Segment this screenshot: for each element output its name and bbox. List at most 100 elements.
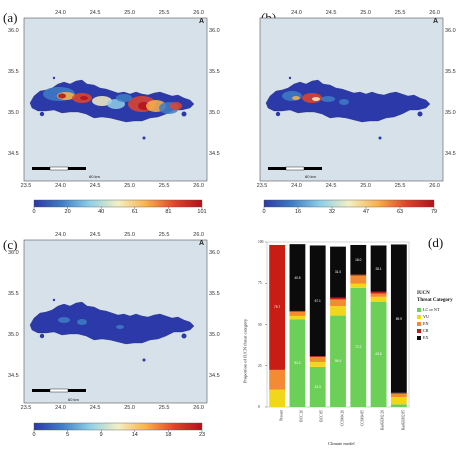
map-a (23, 17, 208, 209)
colorbar-tick-label: 0 (262, 209, 266, 215)
scale-bar (32, 388, 86, 393)
bar-value-label: 89.9 (395, 316, 402, 321)
panel-label-d: (d) (428, 235, 444, 250)
x-tick-top: 25.5 (158, 232, 170, 238)
x-tick-bottom: 24.0 (55, 405, 66, 411)
y-tick-label: 75 (258, 281, 262, 286)
legend-label: EX (423, 335, 429, 340)
richness-hotspot (77, 319, 87, 325)
bar-segment (330, 246, 346, 298)
x-tick-top: 25.0 (124, 232, 135, 238)
x-tick-top: 26.0 (429, 10, 440, 16)
bar-segment (309, 356, 326, 358)
islet (142, 358, 146, 362)
y-tick-label: 0 (258, 405, 260, 409)
scale-text-b: 60 km (305, 174, 316, 179)
colorbar-tick-label: 5 (66, 432, 70, 438)
threat-bar-chart (265, 241, 410, 408)
x-tick-bottom: 23.5 (256, 183, 268, 189)
map-b (259, 17, 444, 209)
bar-segment (370, 301, 387, 407)
colorbar-tick-label: 0 (32, 432, 36, 438)
scale-bar (268, 166, 322, 171)
chart-xlabel: Climate model (328, 441, 355, 446)
category-label: BCC 26 (299, 410, 304, 422)
x-tick-bottom: 25.5 (158, 405, 170, 411)
bar-value-label: 72.2 (355, 345, 362, 350)
richness-hotspot (339, 99, 349, 105)
bar-value-label: 55.4 (334, 359, 342, 364)
colorbar-tick-label: 16 (294, 209, 302, 215)
richness-hotspot (312, 97, 320, 101)
x-tick-top: 24.0 (291, 10, 302, 16)
bar-value-label: 28.1 (375, 266, 382, 271)
north-arrow-b: A (433, 18, 439, 25)
x-tick-bottom: 25.0 (124, 405, 135, 411)
colorbar-tick-label: 61 (131, 209, 138, 215)
x-tick-bottom: 24.5 (89, 183, 101, 189)
category-label: CCSM4 85 (360, 410, 365, 427)
north-arrow-a: A (199, 18, 205, 25)
legend-title-2: Threat Category (417, 298, 453, 303)
colorbar-tick-label: 63 (396, 209, 404, 215)
richness-hotspot (80, 96, 88, 100)
x-tick-top: 24.0 (55, 232, 66, 238)
bar-segment (350, 283, 367, 288)
richness-hotspot (116, 325, 124, 329)
map-panel-a: (a) 60 km A 23.5 24.0 24.5 25.0 25.5 26.0 24.0… (0, 0, 237, 225)
bar-segment (309, 357, 326, 362)
category-label: HadGEM2 85 (400, 410, 405, 431)
legend-label: CR (423, 328, 429, 333)
x-tick-top: 25.0 (124, 10, 135, 16)
islet (275, 111, 281, 117)
y-tick-right: 36.0 (209, 250, 220, 256)
colorbar-tick-label: 40 (98, 209, 105, 215)
bar-segment (330, 315, 346, 407)
y-tick-label: 25 (258, 363, 262, 368)
x-tick-bottom: 26.0 (429, 183, 440, 189)
legend-entry: LC or NT (417, 307, 440, 313)
legend-label: VU (423, 314, 430, 319)
islet (39, 111, 45, 117)
colorbar-tick-label: 14 (131, 432, 138, 438)
y-tick-left: 36.0 (8, 28, 19, 34)
islet (52, 76, 56, 80)
x-tick-top: 26.0 (193, 10, 204, 16)
x-tick-top: 24.5 (89, 232, 101, 238)
category-label: BCC 85 (319, 410, 324, 422)
crete-island (29, 301, 195, 345)
x-tick-top: 25.0 (360, 10, 371, 16)
panel-label-a: (a) (3, 10, 18, 25)
islet (39, 333, 45, 339)
y-tick-left: 36.0 (8, 250, 19, 256)
islet (181, 111, 187, 117)
legend-entry: EX (417, 335, 429, 341)
legend-swatch (417, 336, 421, 341)
bar-value-label: 24.3 (314, 384, 321, 389)
map-panel-b: (b) 60 km A 23.5 24.0 24.5 25.0 25.5 26.0 24.0… (237, 0, 474, 225)
scale-text-a: 60 km (89, 174, 100, 179)
y-tick-right: 34.5 (209, 151, 220, 157)
richness-hotspot (321, 96, 335, 102)
bar-segment (350, 287, 367, 407)
y-tick-left: 35.0 (8, 110, 19, 116)
bar-segment (350, 274, 367, 276)
y-tick-right: 35.0 (209, 332, 220, 338)
bar-segment (370, 293, 387, 297)
y-tick-right: 34.5 (445, 151, 456, 157)
bar-value-label: 75.7 (274, 305, 281, 310)
x-tick-bottom: 26.0 (193, 183, 204, 189)
bar-segment (309, 361, 326, 367)
legend-label: LC or NT (423, 307, 440, 312)
bar-value-label: 18.0 (355, 257, 362, 262)
x-tick-top: 25.5 (394, 10, 406, 16)
colorbar-tick-label: 101 (197, 209, 207, 215)
colorbar-tick-label: 79 (430, 209, 438, 215)
north-arrow-c: A (199, 240, 205, 247)
richness-hotspot (92, 96, 112, 106)
y-tick-left: 34.5 (8, 373, 19, 379)
x-tick-bottom: 24.5 (325, 183, 337, 189)
chart-ylabel: Proportion of IUCN threat category (242, 318, 248, 384)
bar-segment (289, 311, 306, 316)
x-tick-top: 24.5 (89, 10, 101, 16)
